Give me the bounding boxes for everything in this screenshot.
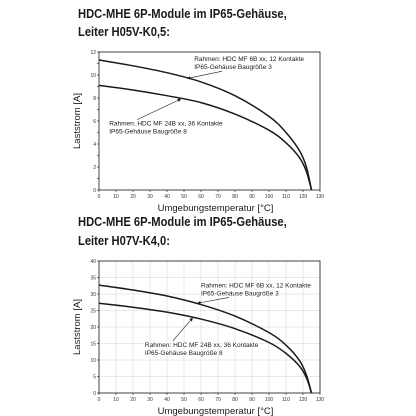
x-tick-label: 20 — [130, 194, 136, 200]
annotation-arrow — [137, 98, 182, 120]
x-tick-label: 100 — [265, 397, 274, 403]
x-tick-label: 10 — [113, 397, 119, 403]
y-tick-label: 10 — [90, 73, 96, 79]
y-tick-label: 40 — [90, 259, 96, 265]
x-axis-label: Umgebungstemperatur [°C] — [158, 406, 274, 416]
x-axis-label: Umgebungstemperatur [°C] — [158, 203, 274, 214]
y-axis-label: Laststrom [A] — [72, 299, 83, 355]
y-tick-label: 10 — [90, 358, 96, 364]
x-tick-label: 0 — [98, 397, 101, 403]
x-tick-label: 30 — [147, 397, 153, 403]
x-tick-label: 80 — [232, 194, 238, 200]
chart1-title-line1: HDC-MHE 6P-Module im IP65-Gehäuse, — [78, 6, 287, 21]
annotation-text: Rahmen: HDC MF 6B xx, 12 Kontakte — [201, 282, 311, 289]
x-tick-label: 40 — [164, 397, 170, 403]
x-tick-label: 120 — [299, 194, 308, 200]
x-tick-label: 110 — [282, 194, 290, 200]
chart2-title-line1: HDC-MHE 6P-Module im IP65-Gehäuse, — [78, 214, 287, 229]
x-tick-label: 0 — [98, 194, 101, 200]
annotation-text: IP65-Gehäuse Baugröße 3 — [194, 64, 272, 71]
chart-2: 0 10 20 30 40 50 60 70 80 90 100 110 120 130 0 5 10 15 20 2… — [72, 259, 325, 416]
y-tick-label: 2 — [93, 165, 96, 171]
x-tick-label: 20 — [130, 397, 136, 403]
x-tick-label: 10 — [113, 194, 119, 200]
x-tick-label: 70 — [215, 397, 221, 403]
x-tick-label: 50 — [181, 397, 187, 403]
annotation-arrow — [172, 317, 193, 341]
series-line-1 — [98, 284, 313, 394]
y-tick-label: 35 — [90, 275, 96, 281]
y-tick-label: 0 — [93, 391, 96, 397]
chart2-title-line2: Leiter H07V-K4,0: — [78, 233, 170, 248]
x-tick-label: 30 — [147, 194, 153, 200]
y-tick-label: 30 — [90, 292, 96, 298]
x-tick-label: 130 — [316, 194, 325, 200]
y-tick-label: 5 — [93, 374, 96, 380]
annotation-arrow — [197, 297, 230, 305]
annotation-text: IP65-Gehäuse Baugröße 8 — [145, 350, 223, 357]
x-tick-label: 60 — [198, 194, 204, 200]
annotation-text: IP65-Gehäuse Baugröße 3 — [201, 290, 279, 297]
x-tick-label: 90 — [249, 397, 255, 403]
y-tick-label: 12 — [90, 50, 96, 56]
y-tick-label: 25 — [90, 308, 96, 314]
x-tick-label: 120 — [299, 397, 308, 403]
x-tick-label: 90 — [249, 194, 255, 200]
x-tick-label: 100 — [265, 194, 274, 200]
annotation-text: Rahmen: HDC MF 24B xx, 36 Kontakte — [109, 121, 223, 128]
y-tick-label: 20 — [90, 325, 96, 331]
x-tick-label: 40 — [164, 194, 170, 200]
y-axis-label: Laststrom [A] — [72, 93, 83, 149]
x-tick-label: 80 — [232, 397, 238, 403]
y-tick-label: 4 — [93, 142, 96, 148]
chart-1: 0 10 20 30 40 50 60 70 80 90 100 110 120 130 0 2 4 6 8 10 12… — [72, 50, 325, 214]
y-tick-label: 6 — [93, 119, 96, 125]
series-line-1 — [98, 59, 313, 191]
annotation-arrow — [186, 70, 223, 80]
x-tick-label: 130 — [316, 397, 325, 403]
annotation-text: Rahmen: HDC MF 6B xx, 12 Kontakte — [194, 56, 304, 63]
annotation-text: IP65-Gehäuse Baugröße 8 — [109, 129, 187, 136]
series-line-2 — [98, 302, 313, 394]
x-tick-label: 70 — [215, 194, 221, 200]
series-line-2 — [98, 84, 313, 191]
x-tick-label: 60 — [198, 397, 204, 403]
y-tick-label: 8 — [93, 96, 96, 102]
annotation-text: Rahmen: HDC MF 24B xx, 36 Kontakte — [145, 342, 259, 349]
y-tick-label: 15 — [90, 341, 96, 347]
y-tick-label: 0 — [93, 188, 96, 194]
x-tick-label: 50 — [181, 194, 187, 200]
x-tick-label: 110 — [282, 397, 290, 403]
chart1-title-line2: Leiter H05V-K0,5: — [78, 24, 170, 39]
